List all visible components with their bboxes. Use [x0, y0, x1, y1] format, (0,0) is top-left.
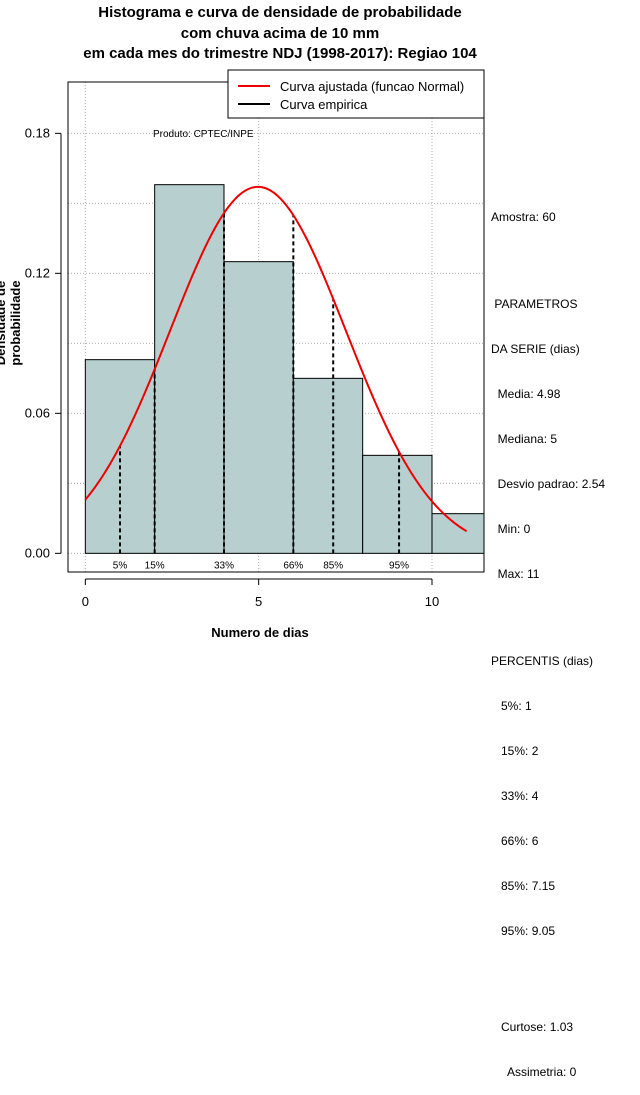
x-axis-label: Numero de dias: [211, 625, 309, 640]
chart-title-line-3: em cada mes do trimestre NDJ (1998-2017)…: [83, 45, 477, 62]
histogram-chart: 5% 15% 33% 66% 85% 95% 0.000.060.120.18 0 5 10 …: [25, 69, 485, 609]
statistics-panel: Amostra: 60 PARAMETROS DA SERIE (dias) M…: [491, 180, 605, 1095]
legend-label-empirical: Curva empirica: [280, 97, 368, 112]
histogram-bar: [362, 454, 433, 554]
percentile-5: 5%: 1: [491, 699, 532, 713]
chart-title-line-1: Histograma e curva de densidade de proba…: [98, 4, 462, 21]
params-title-2: DA SERIE (dias): [491, 342, 580, 356]
y-tick-label: 0.00: [25, 545, 50, 560]
y-tick-label: 0.06: [25, 405, 50, 420]
stat-sd: Desvio padrao: 2.54: [491, 477, 606, 491]
histogram-bar: [223, 261, 294, 554]
legend-label-normal: Curva ajustada (funcao Normal): [280, 79, 464, 94]
percentile-66: 66%: 6: [491, 834, 539, 848]
legend: Curva ajustada (funcao Normal) Curva emp…: [227, 69, 485, 119]
y-tick-label: 0.18: [25, 125, 50, 140]
percentile-33: 33%: 4: [491, 789, 539, 803]
legend-box: [227, 69, 485, 119]
x-tick-label: 10: [425, 594, 439, 609]
histogram-bar: [154, 184, 225, 554]
sample-size: Amostra: 60: [491, 210, 556, 224]
x-axis: 0 5 10: [82, 578, 439, 609]
y-axis: 0.00 0.06 0.12 0.18: [25, 125, 62, 560]
y-tick-label: 0.12: [25, 265, 50, 280]
params-title-1: PARAMETROS: [491, 297, 578, 311]
percentile-15: 15%: 2: [491, 744, 539, 758]
normal-fit-curve: [84, 185, 468, 533]
stat-min: Min: 0: [491, 522, 531, 536]
x-tick-label: 5: [255, 594, 262, 609]
percentile-label: 95%: [389, 560, 409, 571]
histogram-bars: [84, 184, 485, 554]
stat-mean: Media: 4.98: [491, 387, 561, 401]
percentile-95: 95%: 9.05: [491, 924, 556, 938]
x-tick-label: 0: [82, 594, 89, 609]
percentile-label: 66%: [283, 560, 303, 571]
product-label: Produto: CPTEC/INPE: [153, 129, 254, 140]
percentile-label: 85%: [323, 560, 343, 571]
histogram-bar: [292, 377, 364, 554]
kurtosis: Curtose: 1.03: [491, 1020, 574, 1034]
stat-max: Max: 11: [491, 567, 540, 581]
percentile-label: 15%: [145, 560, 165, 571]
stat-median: Mediana: 5: [491, 432, 558, 446]
histogram-bar: [431, 513, 485, 554]
chart-title-line-2: com chuva acima de 10 mm: [180, 25, 380, 42]
percentile-85: 85%: 7.15: [491, 879, 556, 893]
percentiles-title: PERCENTIS (dias): [491, 654, 594, 668]
percentile-label: 33%: [214, 560, 234, 571]
percentile-lines: 5% 15% 33% 66% 85% 95%: [113, 213, 409, 571]
skewness: Assimetria: 0: [491, 1065, 577, 1079]
percentile-label: 5%: [113, 560, 128, 571]
